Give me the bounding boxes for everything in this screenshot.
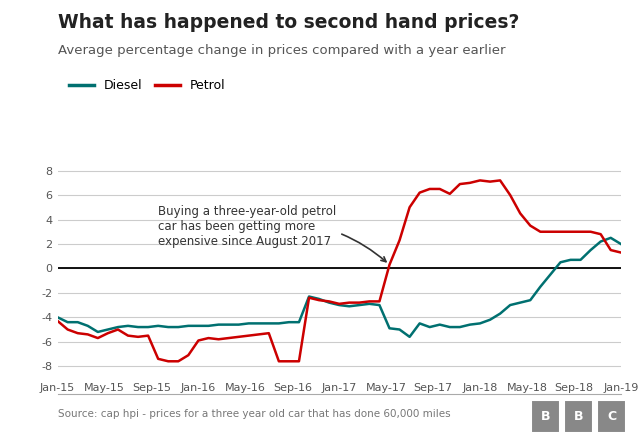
FancyBboxPatch shape <box>564 400 593 433</box>
Text: Source: cap hpi - prices for a three year old car that has done 60,000 miles: Source: cap hpi - prices for a three yea… <box>58 409 450 419</box>
Text: B: B <box>541 411 550 423</box>
Text: C: C <box>607 411 616 423</box>
FancyBboxPatch shape <box>531 400 559 433</box>
Text: B: B <box>573 411 583 423</box>
Text: What has happened to second hand prices?: What has happened to second hand prices? <box>58 13 519 32</box>
Text: Average percentage change in prices compared with a year earlier: Average percentage change in prices comp… <box>58 44 505 57</box>
FancyBboxPatch shape <box>597 400 626 433</box>
Text: Buying a three-year-old petrol
car has been getting more
expensive since August : Buying a three-year-old petrol car has b… <box>158 205 386 262</box>
Legend: Diesel, Petrol: Diesel, Petrol <box>64 74 230 97</box>
